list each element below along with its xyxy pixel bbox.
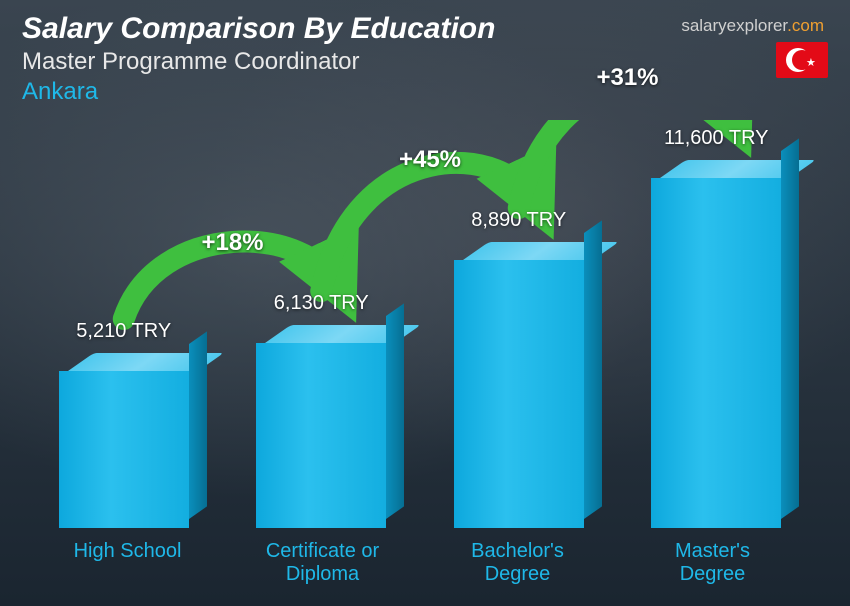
bar xyxy=(256,325,386,528)
x-axis-labels: High SchoolCertificate orDiplomaBachelor… xyxy=(30,540,810,586)
bar-front-face xyxy=(256,343,386,528)
job-title: Master Programme Coordinator xyxy=(22,48,495,76)
brand-logo: salaryexplorer.com xyxy=(681,16,824,36)
bar-slot: 8,890 TRY xyxy=(425,209,613,528)
bar xyxy=(651,160,781,528)
bar xyxy=(454,242,584,528)
header: Salary Comparison By Education Master Pr… xyxy=(22,12,495,106)
bars-container: 5,210 TRY 6,130 TRY 8,890 TRY 11,600 TRY xyxy=(30,120,810,528)
bar-side-face xyxy=(584,220,602,519)
x-axis-label: Master'sDegree xyxy=(615,540,810,586)
bar-front-face xyxy=(454,260,584,528)
bar-side-face xyxy=(781,138,799,519)
x-axis-label: Certificate orDiploma xyxy=(225,540,420,586)
salary-chart: +18%+45%+31% 5,210 TRY6,130 TRY8,890 TRY… xyxy=(30,120,810,586)
bar-value-label: 6,130 TRY xyxy=(274,292,369,315)
bar-side-face xyxy=(386,303,404,519)
x-axis-label: High School xyxy=(30,540,225,586)
bar-value-label: 8,890 TRY xyxy=(471,209,566,232)
brand-text: salaryexplorer xyxy=(681,16,787,35)
increase-pct-label: +31% xyxy=(596,64,658,92)
bar-front-face xyxy=(59,371,189,528)
brand-tld: .com xyxy=(787,16,824,35)
location: Ankara xyxy=(22,78,495,106)
x-axis-label: Bachelor'sDegree xyxy=(420,540,615,586)
bar-value-label: 5,210 TRY xyxy=(76,320,171,343)
bar-slot: 6,130 TRY xyxy=(228,292,416,528)
bar-value-label: 11,600 TRY xyxy=(664,127,769,150)
page-title: Salary Comparison By Education xyxy=(22,12,495,46)
bar-front-face xyxy=(651,178,781,528)
bar-slot: 11,600 TRY xyxy=(623,127,811,528)
bar-slot: 5,210 TRY xyxy=(30,320,218,528)
country-flag: ★ xyxy=(776,42,828,78)
bar-side-face xyxy=(189,331,207,519)
bar xyxy=(59,353,189,528)
